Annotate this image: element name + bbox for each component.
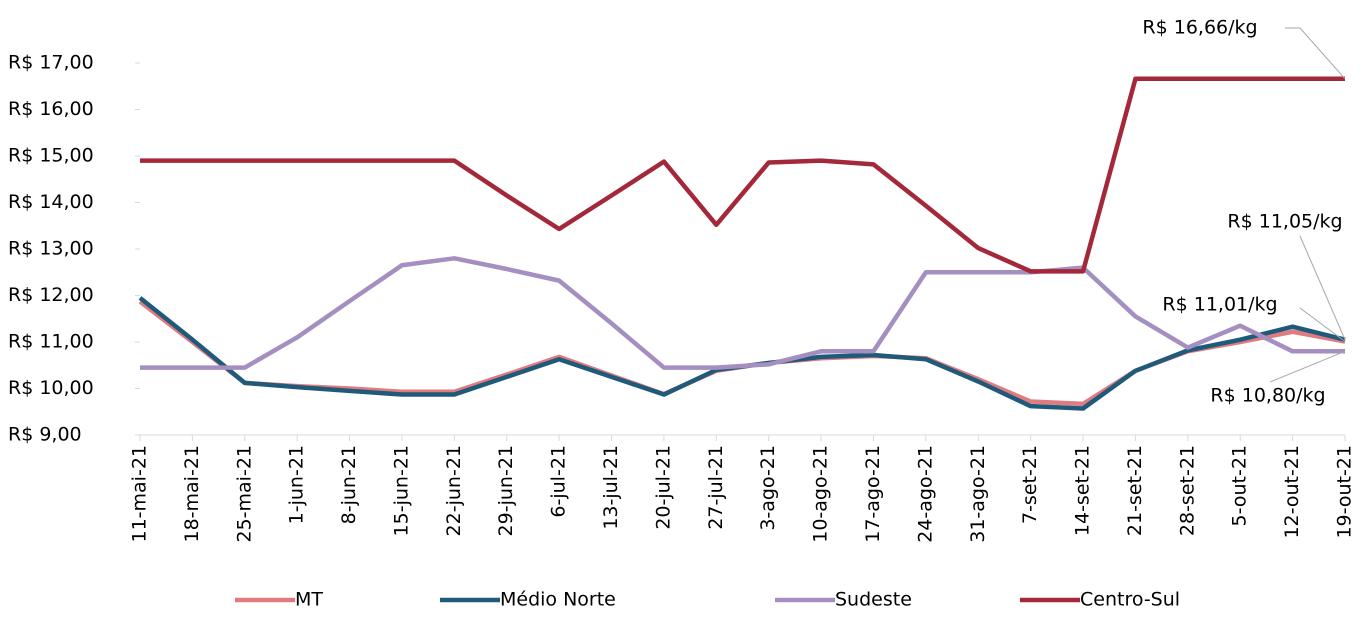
legend-label: MT	[295, 589, 323, 611]
x-tick-label: 22-jun-21	[443, 445, 465, 536]
y-tick-label: R$ 9,00	[8, 424, 82, 446]
legend-label: Médio Norte	[500, 589, 616, 611]
x-tick-label: 25-mai-21	[233, 445, 255, 543]
leader-line	[1299, 307, 1346, 342]
annotation: R$ 16,66/kg	[1142, 17, 1257, 39]
x-tick-label: 11-mai-21	[129, 445, 151, 543]
x-tick-label: 7-set-21	[1019, 445, 1041, 524]
legend-label: Sudeste	[835, 589, 912, 611]
annotation: R$ 11,01/kg	[1162, 294, 1277, 316]
series-line	[140, 256, 1345, 370]
x-tick-label: 27-jul-21	[705, 445, 727, 530]
x-tick-label: 28-set-21	[1176, 445, 1198, 536]
annotation: R$ 11,05/kg	[1227, 211, 1342, 233]
x-tick-label: 15-jun-21	[390, 445, 412, 536]
x-tick-label: 10-ago-21	[810, 445, 832, 543]
x-tick-label: 8-jun-21	[338, 445, 360, 524]
x-tick-label: 20-jul-21	[652, 445, 674, 530]
x-tick-label: 18-mai-21	[181, 445, 203, 543]
leader-line	[1285, 27, 1346, 80]
x-tick-label: 14-set-21	[1072, 445, 1094, 536]
y-tick-label: R$ 11,00	[8, 331, 94, 353]
x-tick-label: 31-ago-21	[967, 445, 989, 543]
x-tick-label: 21-set-21	[1124, 445, 1146, 536]
x-tick-label: 5-out-21	[1229, 445, 1251, 526]
y-tick-label: R$ 13,00	[8, 238, 94, 260]
series-line	[140, 76, 1345, 274]
annotation: R$ 10,80/kg	[1210, 385, 1325, 407]
leader-line	[1299, 235, 1346, 340]
y-tick-label: R$ 16,00	[8, 98, 94, 120]
x-tick-label: 29-jun-21	[495, 445, 517, 536]
legend-label: Centro-Sul	[1080, 589, 1180, 611]
x-tick-label: 13-jul-21	[600, 445, 622, 530]
y-tick-label: R$ 15,00	[8, 145, 94, 167]
x-tick-label: 17-ago-21	[862, 445, 884, 543]
y-tick-label: R$ 17,00	[8, 52, 94, 74]
y-tick-label: R$ 10,00	[8, 377, 94, 399]
x-tick-label: 24-ago-21	[914, 445, 936, 543]
leader-line	[1269, 350, 1346, 383]
x-tick-label: 6-jul-21	[548, 445, 570, 518]
y-tick-label: R$ 14,00	[8, 191, 94, 213]
x-tick-label: 12-out-21	[1281, 445, 1303, 539]
x-tick-label: 1-jun-21	[286, 445, 308, 524]
x-tick-label: 3-ago-21	[757, 445, 779, 531]
x-tick-label: 19-out-21	[1334, 445, 1356, 539]
y-tick-label: R$ 12,00	[8, 284, 94, 306]
